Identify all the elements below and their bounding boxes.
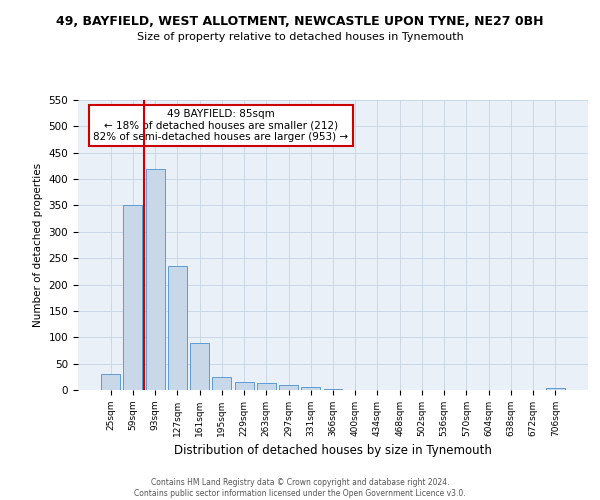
Bar [546, 388, 565, 390]
Y-axis label: Number of detached properties: Number of detached properties [33, 163, 43, 327]
Bar [124, 206, 142, 390]
Bar [190, 342, 209, 390]
Bar [279, 384, 298, 390]
Bar [146, 168, 164, 390]
Bar [212, 377, 231, 390]
Text: 49 BAYFIELD: 85sqm
← 18% of detached houses are smaller (212)
82% of semi-detach: 49 BAYFIELD: 85sqm ← 18% of detached hou… [93, 108, 349, 142]
Text: 49, BAYFIELD, WEST ALLOTMENT, NEWCASTLE UPON TYNE, NE27 0BH: 49, BAYFIELD, WEST ALLOTMENT, NEWCASTLE … [56, 15, 544, 28]
Bar [257, 383, 276, 390]
X-axis label: Distribution of detached houses by size in Tynemouth: Distribution of detached houses by size … [174, 444, 492, 458]
Bar [101, 374, 120, 390]
Bar [168, 266, 187, 390]
Bar [301, 387, 320, 390]
Bar [235, 382, 254, 390]
Text: Contains HM Land Registry data © Crown copyright and database right 2024.
Contai: Contains HM Land Registry data © Crown c… [134, 478, 466, 498]
Text: Size of property relative to detached houses in Tynemouth: Size of property relative to detached ho… [137, 32, 463, 42]
